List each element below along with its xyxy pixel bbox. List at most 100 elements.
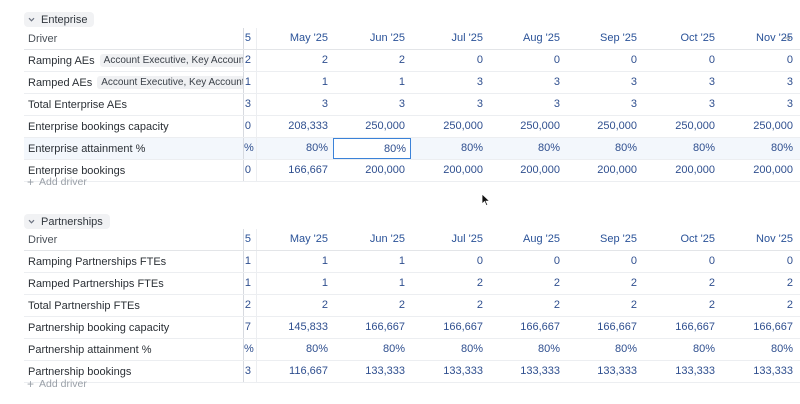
arrow-right-icon[interactable]: [782, 32, 792, 44]
value-cell[interactable]: 80%: [770, 142, 793, 154]
value-cell[interactable]: 1: [398, 277, 405, 289]
role-tag[interactable]: Account Executive, Key Accounts: [97, 76, 243, 89]
driver-name[interactable]: Ramped Partnerships FTEs: [28, 277, 164, 290]
add-driver-button[interactable]: + Add driver: [27, 175, 87, 189]
value-cell[interactable]: 250,000: [520, 120, 560, 132]
value-cell[interactable]: 0: [244, 164, 251, 176]
value-cell[interactable]: 208,333: [288, 120, 328, 132]
value-cell[interactable]: 3: [476, 98, 483, 110]
driver-name[interactable]: Enterprise attainment %: [28, 142, 146, 155]
value-cell[interactable]: 2: [398, 299, 405, 311]
value-cell[interactable]: 3: [630, 98, 637, 110]
value-cell[interactable]: 133,333: [675, 365, 715, 377]
value-cell[interactable]: 0: [244, 120, 251, 132]
value-cell[interactable]: %: [244, 343, 254, 355]
month-header[interactable]: Jul '25: [451, 233, 483, 245]
value-cell[interactable]: 145,833: [288, 321, 328, 333]
value-cell[interactable]: 3: [321, 98, 328, 110]
value-cell[interactable]: 3: [630, 76, 637, 88]
value-cell[interactable]: 1: [244, 255, 251, 267]
month-header[interactable]: 5: [244, 32, 251, 44]
month-header[interactable]: May '25: [289, 32, 328, 44]
value-cell[interactable]: 3: [786, 98, 793, 110]
value-cell[interactable]: 80%: [692, 343, 715, 355]
value-cell[interactable]: 2: [553, 299, 560, 311]
value-cell[interactable]: 80%: [614, 142, 637, 154]
value-cell[interactable]: 0: [553, 255, 560, 267]
value-cell[interactable]: 0: [476, 255, 483, 267]
value-cell[interactable]: 1: [244, 76, 251, 88]
driver-name[interactable]: Enterprise bookings: [28, 164, 126, 177]
partnerships-group-toggle[interactable]: Partnerships: [24, 214, 110, 229]
value-cell[interactable]: 1: [321, 76, 328, 88]
value-cell[interactable]: 3: [708, 76, 715, 88]
active-value-cell[interactable]: 80%: [333, 138, 411, 159]
value-cell[interactable]: 250,000: [443, 120, 483, 132]
value-cell[interactable]: 200,000: [520, 164, 560, 176]
value-cell[interactable]: 200,000: [365, 164, 405, 176]
value-cell[interactable]: 200,000: [675, 164, 715, 176]
value-cell[interactable]: 116,667: [289, 365, 328, 377]
value-cell[interactable]: 2: [708, 299, 715, 311]
value-cell[interactable]: 1: [244, 277, 251, 289]
value-cell[interactable]: 1: [398, 255, 405, 267]
value-cell[interactable]: 1: [398, 76, 405, 88]
value-cell[interactable]: 166,667: [288, 164, 328, 176]
value-cell[interactable]: 0: [708, 255, 715, 267]
value-cell[interactable]: 166,667: [365, 321, 405, 333]
value-cell[interactable]: 133,333: [753, 365, 793, 377]
month-header[interactable]: Oct '25: [680, 32, 715, 44]
value-cell[interactable]: 2: [398, 54, 405, 66]
month-header[interactable]: May '25: [289, 233, 328, 245]
value-cell[interactable]: 0: [708, 54, 715, 66]
value-cell[interactable]: 133,333: [443, 365, 483, 377]
value-cell[interactable]: %: [244, 142, 254, 154]
driver-column-header[interactable]: Driver: [28, 233, 58, 246]
value-cell[interactable]: 80%: [460, 343, 483, 355]
month-header[interactable]: Nov '25: [756, 32, 793, 44]
month-header[interactable]: Jul '25: [451, 32, 483, 44]
value-cell[interactable]: 250,000: [753, 120, 793, 132]
value-cell[interactable]: 133,333: [365, 365, 405, 377]
value-cell[interactable]: 0: [630, 54, 637, 66]
value-cell[interactable]: 0: [786, 255, 793, 267]
value-cell[interactable]: 0: [786, 54, 793, 66]
driver-column-header[interactable]: Driver: [28, 32, 58, 45]
value-cell[interactable]: 80%: [460, 142, 483, 154]
month-header[interactable]: 5: [244, 233, 251, 245]
driver-name[interactable]: Ramping AEs Account Executive, Key Accoun…: [24, 50, 243, 71]
value-cell[interactable]: 1: [321, 277, 328, 289]
value-cell[interactable]: 3: [553, 76, 560, 88]
value-cell[interactable]: 0: [476, 54, 483, 66]
driver-name[interactable]: Total Enterprise AEs: [28, 98, 128, 111]
value-cell[interactable]: 200,000: [443, 164, 483, 176]
value-cell[interactable]: 250,000: [675, 120, 715, 132]
value-cell[interactable]: 80%: [305, 142, 328, 154]
month-header[interactable]: Oct '25: [680, 233, 715, 245]
value-cell[interactable]: 250,000: [597, 120, 637, 132]
value-cell[interactable]: 80%: [305, 343, 328, 355]
value-cell[interactable]: 3: [708, 98, 715, 110]
driver-name[interactable]: Enterprise bookings capacity: [28, 120, 169, 133]
value-cell[interactable]: 2: [244, 54, 251, 66]
value-cell[interactable]: 80%: [537, 142, 560, 154]
value-cell[interactable]: 166,667: [597, 321, 637, 333]
driver-name[interactable]: Ramped AEs Account Executive, Key Account…: [24, 72, 243, 93]
driver-name[interactable]: Ramping Partnerships FTEs: [28, 255, 167, 268]
value-cell[interactable]: 3: [476, 76, 483, 88]
value-cell[interactable]: 200,000: [753, 164, 793, 176]
value-cell[interactable]: 80%: [537, 343, 560, 355]
value-cell[interactable]: 80%: [770, 343, 793, 355]
month-header[interactable]: Aug '25: [523, 32, 560, 44]
value-cell[interactable]: 2: [476, 277, 483, 289]
month-header[interactable]: Jun '25: [369, 32, 405, 44]
driver-name[interactable]: Partnership attainment %: [28, 343, 152, 356]
value-cell[interactable]: 2: [244, 299, 251, 311]
value-cell[interactable]: 2: [630, 299, 637, 311]
add-driver-button[interactable]: + Add driver: [27, 377, 87, 391]
driver-name[interactable]: Total Partnership FTEs: [28, 299, 140, 312]
month-header[interactable]: Nov '25: [756, 233, 793, 245]
value-cell[interactable]: 2: [786, 299, 793, 311]
value-cell[interactable]: 250,000: [365, 120, 405, 132]
value-cell[interactable]: 3: [553, 98, 560, 110]
